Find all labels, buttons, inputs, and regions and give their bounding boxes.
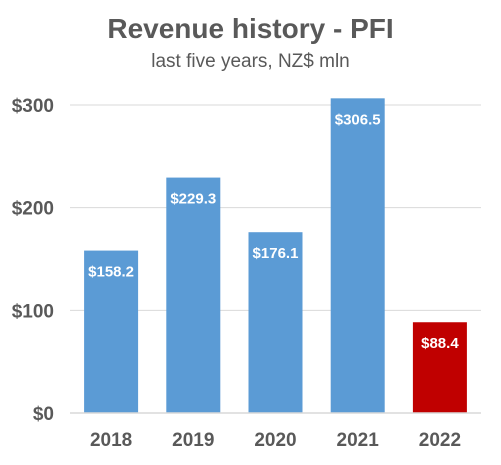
data-label-2021: $306.5 <box>335 111 381 128</box>
y-tick-label: $200 <box>12 199 54 220</box>
y-tick-label: $100 <box>12 301 54 322</box>
y-tick-label: $0 <box>33 404 54 425</box>
bar-2018 <box>84 250 139 413</box>
y-tick-label: $300 <box>12 96 54 117</box>
x-tick-label: 2021 <box>337 430 380 451</box>
data-label-2022: $88.4 <box>421 335 459 352</box>
bar-2020 <box>248 232 303 413</box>
x-tick-label: 2018 <box>90 430 132 451</box>
data-label-2019: $229.3 <box>170 191 216 208</box>
bar-2019 <box>166 177 221 413</box>
x-tick-label: 2019 <box>172 430 214 451</box>
data-label-2020: $176.1 <box>253 245 299 262</box>
chart-title: Revenue history - PFI <box>107 13 394 44</box>
bar-2021 <box>330 98 385 414</box>
chart-subtitle: last five years, NZ$ mln <box>151 51 350 72</box>
data-label-2018: $158.2 <box>88 264 134 281</box>
bar-2022 <box>412 322 467 413</box>
x-tick-label: 2020 <box>254 430 296 451</box>
x-tick-label: 2022 <box>419 430 461 451</box>
